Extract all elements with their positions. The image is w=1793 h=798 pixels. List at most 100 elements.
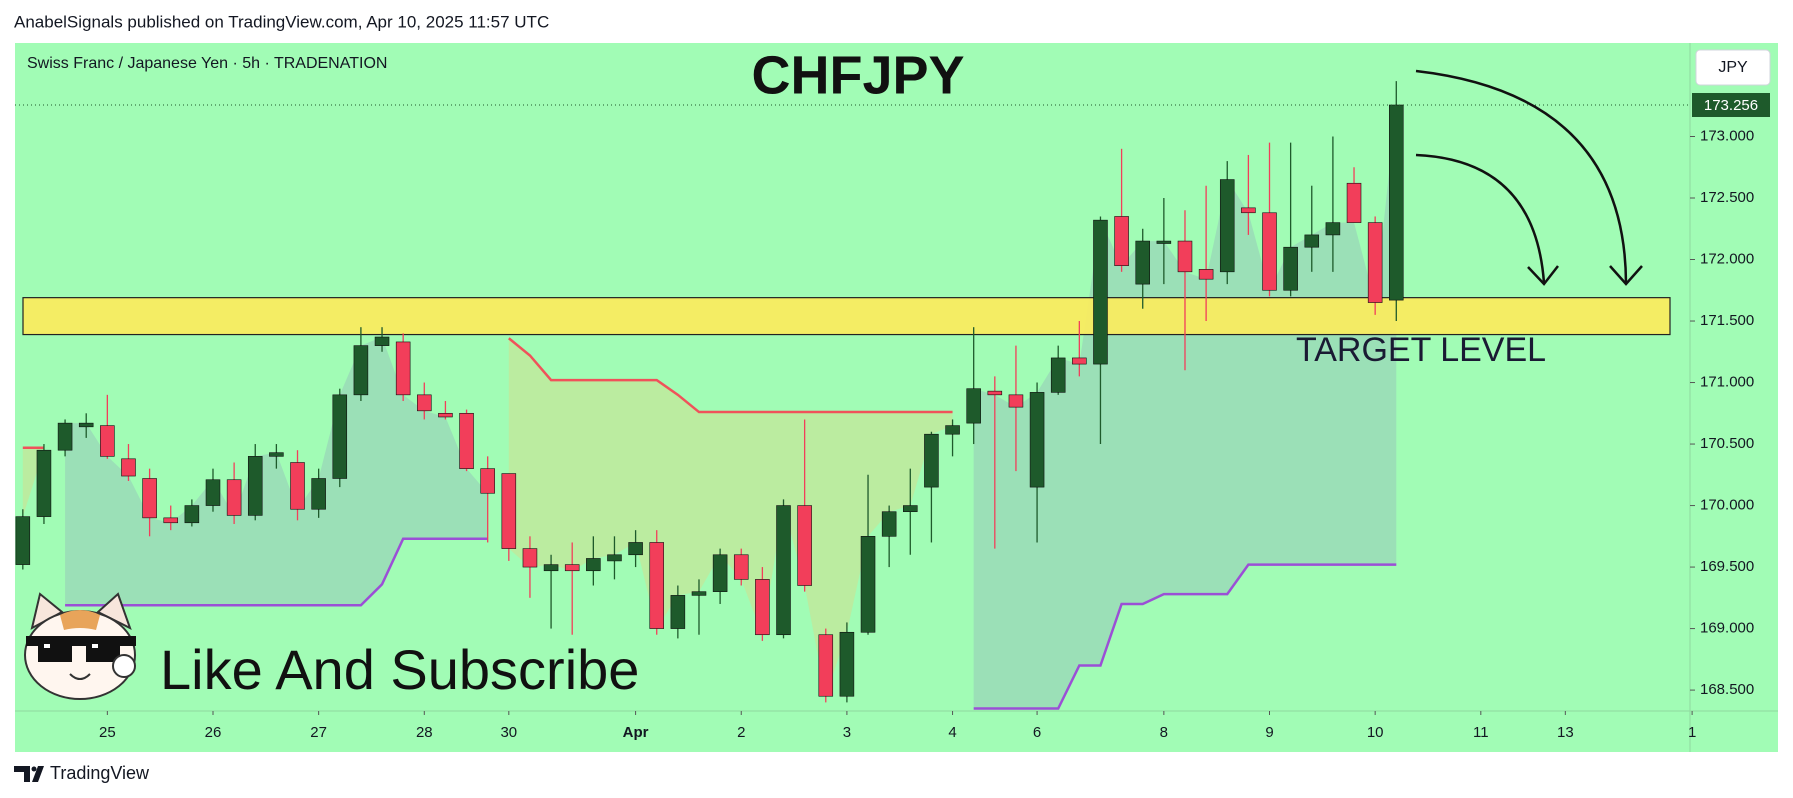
candle-body — [184, 505, 200, 524]
candles — [15, 81, 1404, 703]
candle-body — [628, 542, 643, 556]
candle-body — [1198, 269, 1214, 280]
indicator-line — [508, 337, 953, 414]
candle-body — [564, 564, 580, 572]
candle-body — [1135, 240, 1150, 285]
candle-body — [670, 595, 686, 629]
candle-body — [1093, 219, 1108, 365]
target-level-label: TARGET LEVEL — [1296, 331, 1546, 369]
candle-body — [945, 425, 960, 435]
candle-body — [903, 505, 918, 513]
candle-body — [839, 631, 855, 697]
candle-body — [353, 345, 369, 396]
candle-body — [36, 449, 52, 517]
indicator-fill — [65, 337, 488, 606]
candle-body — [1008, 394, 1024, 408]
x-tick-label: 13 — [1557, 724, 1574, 741]
candle-body — [501, 473, 517, 549]
candle-body — [860, 536, 876, 633]
candle-body — [15, 516, 31, 565]
x-tick-label: 11 — [1473, 724, 1489, 741]
y-tick-label: 170.000 — [1700, 497, 1754, 514]
x-tick-label: 2 — [737, 724, 745, 741]
publish-header: AnabelSignals published on TradingView.c… — [14, 12, 549, 31]
x-tick-label: Apr — [623, 724, 649, 741]
x-tick-label: 9 — [1265, 724, 1273, 741]
candle-body — [818, 634, 834, 697]
subscribe-label: Like And Subscribe — [160, 638, 639, 701]
candle-body — [1219, 179, 1235, 273]
zone-layer — [22, 297, 1671, 336]
x-tick-label: 6 — [1033, 724, 1041, 741]
currency-label[interactable]: JPY — [1718, 59, 1748, 76]
x-tick-label: 28 — [416, 724, 433, 741]
axes: 168.500 169.000 169.500 170.000 170.500 171.0… — [15, 43, 1778, 752]
y-tick-label: 172.500 — [1700, 189, 1754, 206]
y-tick-label: 169.500 — [1700, 558, 1754, 575]
candle-body — [691, 591, 707, 596]
candle-body — [226, 479, 242, 516]
candle-body — [522, 548, 538, 568]
candle-body — [924, 433, 939, 488]
candle-body — [712, 554, 728, 592]
y-tick-label: 173.000 — [1700, 127, 1754, 144]
x-tick-label: 30 — [500, 724, 517, 741]
indicator-line — [65, 537, 488, 607]
arrow-long — [1415, 69, 1628, 284]
candle-body — [1325, 222, 1341, 236]
candle-body — [374, 336, 390, 346]
candle-body — [1050, 357, 1066, 393]
candle-body — [78, 422, 94, 428]
arrows — [1415, 69, 1643, 286]
candle-body — [586, 558, 601, 572]
chart-background — [15, 43, 1778, 752]
indicator-line — [973, 563, 1397, 710]
candle-body — [395, 341, 411, 396]
y-tick-label: 172.000 — [1700, 250, 1754, 267]
y-tick-label: 171.500 — [1700, 312, 1754, 329]
candle-body — [881, 511, 897, 537]
candle-body — [121, 458, 136, 477]
candle-body — [543, 564, 559, 572]
candle-body — [1241, 207, 1256, 214]
candle-body — [1346, 182, 1362, 223]
y-tick-label: 170.500 — [1700, 435, 1754, 452]
candle-body — [1367, 222, 1383, 303]
candle-body — [607, 554, 622, 562]
candle-body — [417, 394, 432, 412]
candle-body — [57, 422, 73, 451]
candle-body — [755, 579, 770, 636]
candle-body — [163, 517, 179, 524]
candle-body — [1114, 216, 1129, 266]
arrow-head — [1609, 265, 1643, 286]
x-tick-label: 8 — [1160, 724, 1168, 741]
candle-body — [1156, 240, 1172, 244]
candle-body — [1304, 234, 1320, 248]
currency-button[interactable] — [1695, 49, 1771, 86]
candle-body — [480, 468, 495, 494]
indicator-lines — [22, 337, 1397, 710]
arrow-head — [1527, 265, 1559, 286]
candle-body — [205, 479, 221, 506]
candle-body — [649, 542, 665, 629]
indicator-fills — [22, 105, 1397, 709]
candle-body — [1389, 104, 1404, 301]
y-tick-label: 169.000 — [1700, 620, 1754, 637]
candle-body — [966, 388, 981, 424]
candle-body — [1029, 392, 1045, 488]
candle-body — [459, 412, 474, 469]
tradingview-logo — [14, 766, 44, 782]
x-tick-label: 10 — [1367, 724, 1384, 741]
x-tick-label: 27 — [310, 724, 327, 741]
candle-body — [797, 505, 812, 586]
target-zone — [22, 297, 1671, 336]
candle-body — [1072, 357, 1087, 365]
candle-body — [1283, 246, 1298, 291]
candle-body — [776, 505, 791, 636]
candle-body — [438, 412, 453, 418]
candle-body — [247, 456, 263, 516]
candle-body — [987, 390, 1003, 396]
candle-body — [100, 425, 115, 457]
cat-icon — [24, 592, 136, 700]
